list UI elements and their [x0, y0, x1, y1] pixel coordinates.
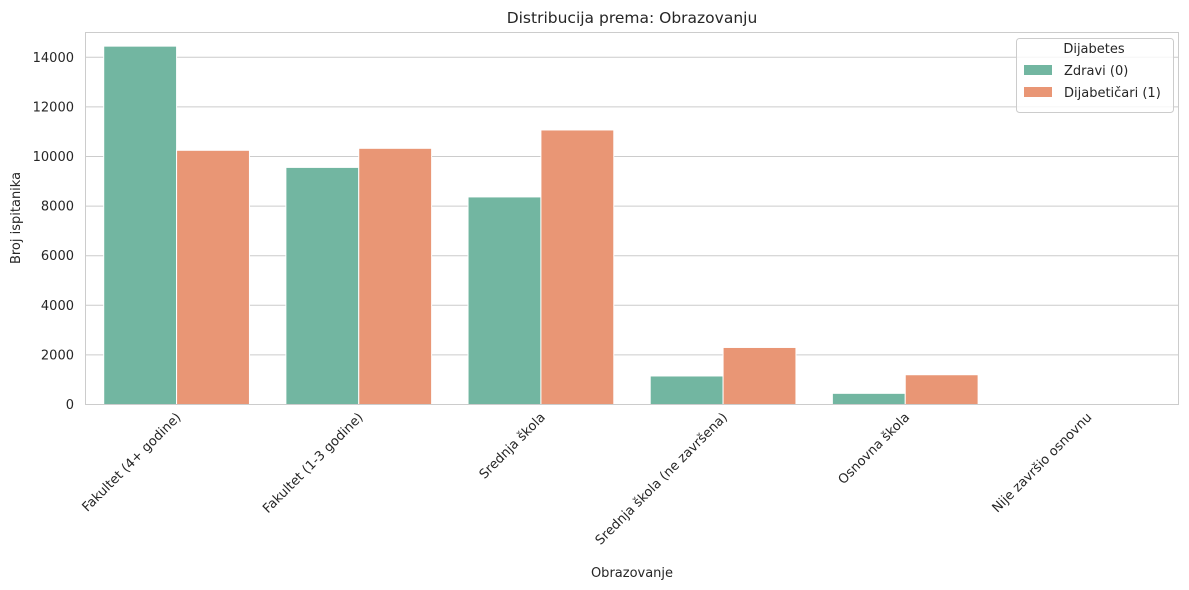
legend-swatch-zdravi [1024, 65, 1052, 75]
bar-zdravi [103, 45, 178, 405]
y-axis-ticks: 0 2000 4000 6000 8000 10000 12000 14000 [33, 51, 74, 413]
y-tick-label: 6000 [41, 249, 74, 264]
y-tick-label: 2000 [41, 348, 74, 363]
bar-zdravi [285, 166, 360, 405]
y-tick-label: 10000 [33, 150, 74, 165]
legend-label-zdravi: Zdravi (0) [1064, 64, 1128, 79]
legend-swatch-dijabeticari [1024, 87, 1052, 97]
x-tick-label: Srednja škola (ne završena) [593, 410, 731, 548]
x-tick-label: Fakultet (1-3 godine) [260, 410, 366, 516]
x-axis-label: Obrazovanje [591, 566, 673, 581]
x-axis-ticks: Fakultet (4+ godine) Fakultet (1-3 godine… [80, 410, 1096, 548]
legend-frame [1016, 38, 1174, 113]
x-tick-label: Srednja škola [477, 410, 549, 482]
y-tick-label: 14000 [33, 51, 74, 66]
bar-zdravi [831, 392, 906, 405]
plot-area-frame [85, 32, 1179, 405]
legend-label-dijabeticari: Dijabetičari (1) [1064, 86, 1161, 101]
gridlines [85, 56, 1179, 356]
bar-zdravi [467, 196, 542, 405]
x-tick-label: Osnovna škola [836, 410, 914, 488]
y-tick-label: 0 [66, 398, 74, 413]
x-tick-label: Fakultet (4+ godine) [80, 410, 185, 515]
y-tick-label: 4000 [41, 299, 74, 314]
bar-dijabeticari [358, 147, 433, 405]
x-tick-label: Nije završio osnovnu [990, 410, 1096, 516]
y-axis-label: Broj ispitanika [9, 172, 24, 264]
bar-dijabeticari [722, 346, 797, 405]
y-tick-label: 12000 [33, 100, 74, 115]
legend-title: Dijabetes [1063, 42, 1125, 57]
bars [103, 45, 1161, 406]
bar-zdravi [649, 375, 724, 406]
chart-title: Distribucija prema: Obrazovanju [507, 9, 758, 27]
legend: Dijabetes Zdravi (0) Dijabetičari (1) [1016, 38, 1174, 113]
y-tick-label: 8000 [41, 200, 74, 215]
bar-dijabeticari [540, 129, 615, 406]
bar-dijabeticari [904, 374, 979, 405]
bar-dijabeticari [176, 149, 250, 405]
